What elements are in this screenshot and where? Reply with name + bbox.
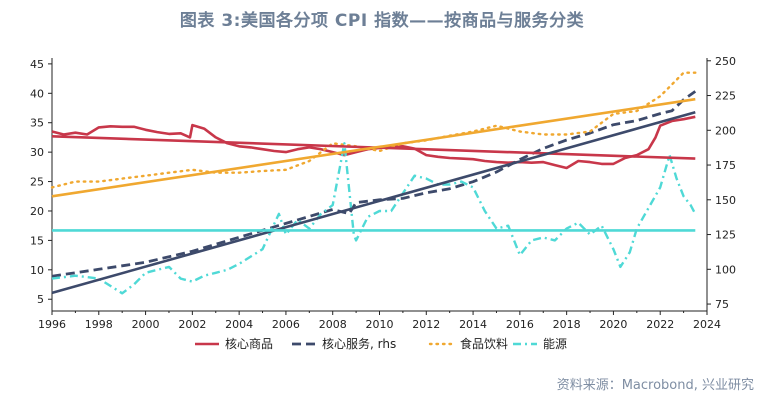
x-tick-label: 2002 [178,318,206,331]
left-tick-label: 35 [30,117,44,130]
x-tick-label: 2020 [599,318,627,331]
left-tick-label: 45 [30,58,44,71]
left-tick-label: 5 [37,293,44,306]
series-layer [50,71,697,295]
x-axis: 1996 1998 2000 2002 2004 2006 2008 2010 2012 2014… [38,311,721,331]
series-line [51,115,696,170]
right-tick-label: 250 [715,55,736,68]
left-tick-label: 15 [30,234,44,247]
x-tick-label: 2024 [693,318,721,331]
right-tick-label: 100 [715,263,736,276]
left-tick-label: 10 [30,264,44,277]
x-tick-label: 1998 [85,318,113,331]
chart-title: 图表 3:美国各分项 CPI 指数——按商品与服务分类 [179,11,585,31]
legend-label: 食品饮料 [460,336,508,351]
right-tick-label: 75 [715,298,729,311]
series-line [50,71,697,189]
plot-frame [51,58,708,312]
left-tick-label: 40 [30,87,44,100]
legend-label: 核心商品 [225,336,273,351]
right-tick-label: 225 [715,90,736,103]
x-tick-label: 2022 [646,318,674,331]
left-tick-label: 30 [30,146,44,159]
x-tick-label: 2004 [225,318,253,331]
left-tick-label: 25 [30,176,44,189]
right-y-axis: 75 100 125 150 175 200 225 250 [707,55,736,311]
right-tick-label: 125 [715,229,736,242]
right-tick-label: 150 [715,194,736,207]
left-tick-label: 20 [30,205,44,218]
x-tick-label: 2014 [459,318,487,331]
x-tick-label: 2016 [506,318,534,331]
legend-label: 核心服务, rhs [322,336,396,351]
left-y-axis: 5 10 15 20 25 30 35 40 45 [30,58,52,306]
x-tick-label: 2012 [412,318,440,331]
trend-line [51,97,696,198]
legend-label: 能源 [543,337,567,351]
x-tick-label: 2018 [553,318,581,331]
series-line [51,142,697,295]
x-tick-label: 1996 [38,318,66,331]
right-tick-label: 200 [715,124,736,137]
x-tick-label: 2008 [319,318,347,331]
legend: 核心商品 核心服务, rhs 食品饮料 能源 [195,336,567,351]
x-tick-label: 2000 [132,318,160,331]
x-tick-label: 2006 [272,318,300,331]
right-tick-label: 175 [715,159,736,172]
x-tick-label: 2010 [366,318,394,331]
series-line [51,90,697,278]
source-note: 资料来源：Macrobond, 兴业研究 [556,378,754,393]
trend-line [51,110,696,295]
